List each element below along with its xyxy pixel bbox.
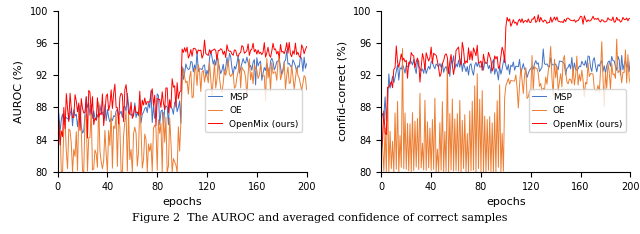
OpenMix (ours) — [534, 13, 542, 16]
Text: Figure 2  The AUROC and averaged confidence of correct samples: Figure 2 The AUROC and averaged confiden… — [132, 213, 508, 223]
OE — [189, 95, 197, 98]
Line: OE: OE — [381, 39, 630, 172]
MSP — [400, 66, 408, 69]
OpenMix (ours) — [482, 62, 490, 65]
Y-axis label: confid-correct (%): confid-correct (%) — [338, 41, 348, 141]
OpenMix (ours) — [158, 90, 166, 93]
OpenMix (ours) — [201, 39, 209, 41]
Legend: MSP, OE, OpenMix (ours): MSP, OE, OpenMix (ours) — [529, 89, 626, 132]
OE — [55, 131, 63, 134]
Line: OE: OE — [58, 57, 307, 172]
Line: MSP: MSP — [381, 49, 630, 121]
Line: MSP: MSP — [58, 51, 307, 133]
MSP — [55, 112, 63, 115]
X-axis label: epochs: epochs — [163, 197, 202, 207]
OpenMix (ours) — [283, 41, 291, 44]
MSP — [284, 63, 292, 66]
OE — [77, 128, 85, 131]
OE — [613, 38, 621, 40]
MSP — [379, 112, 387, 115]
OpenMix (ours) — [627, 17, 634, 20]
OE — [607, 88, 614, 91]
MSP — [189, 70, 197, 73]
MSP — [627, 58, 634, 61]
OE — [379, 146, 387, 148]
OE — [284, 66, 292, 68]
MSP — [146, 107, 154, 110]
OE — [483, 118, 491, 121]
OE — [378, 114, 385, 117]
OpenMix (ours) — [188, 55, 196, 58]
MSP — [378, 120, 385, 123]
OE — [303, 88, 310, 91]
OE — [159, 111, 167, 114]
OpenMix (ours) — [55, 119, 63, 122]
OpenMix (ours) — [145, 101, 152, 103]
MSP — [482, 61, 490, 64]
MSP — [303, 62, 310, 65]
OE — [401, 112, 409, 114]
OE — [54, 166, 61, 169]
OpenMix (ours) — [607, 18, 614, 21]
X-axis label: epochs: epochs — [486, 197, 525, 207]
MSP — [54, 107, 61, 110]
MSP — [159, 125, 167, 128]
MSP — [79, 132, 86, 135]
OE — [513, 86, 521, 89]
OE — [275, 56, 283, 58]
OE — [383, 171, 390, 173]
Line: OpenMix (ours): OpenMix (ours) — [58, 40, 307, 148]
Line: OpenMix (ours): OpenMix (ours) — [381, 15, 630, 151]
Legend: MSP, OE, OpenMix (ours): MSP, OE, OpenMix (ours) — [205, 89, 302, 132]
OpenMix (ours) — [303, 45, 310, 48]
MSP — [607, 65, 614, 68]
OpenMix (ours) — [378, 150, 385, 152]
MSP — [468, 70, 476, 73]
MSP — [512, 65, 520, 68]
OE — [627, 83, 634, 85]
OE — [58, 171, 65, 173]
OpenMix (ours) — [379, 138, 387, 141]
OpenMix (ours) — [400, 57, 408, 60]
MSP — [207, 49, 214, 52]
MSP — [540, 48, 547, 50]
OE — [146, 150, 154, 153]
OpenMix (ours) — [512, 21, 520, 24]
MSP — [76, 104, 84, 107]
OpenMix (ours) — [54, 146, 61, 149]
OpenMix (ours) — [76, 129, 84, 132]
OE — [470, 168, 477, 171]
Y-axis label: AUROC (%): AUROC (%) — [14, 60, 24, 123]
OpenMix (ours) — [468, 59, 476, 62]
